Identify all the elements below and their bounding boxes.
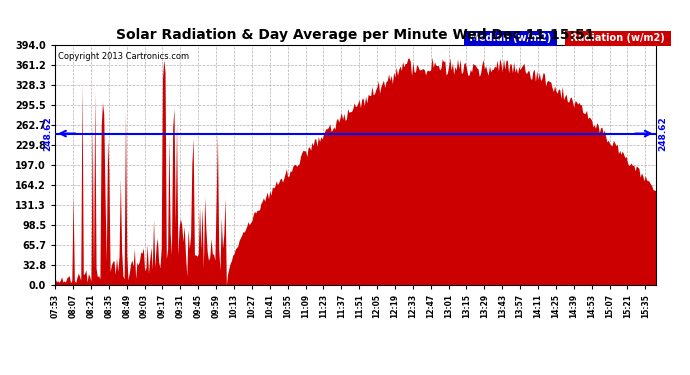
Text: Copyright 2013 Cartronics.com: Copyright 2013 Cartronics.com <box>58 52 189 61</box>
Text: Radiation (w/m2): Radiation (w/m2) <box>567 33 669 43</box>
Title: Solar Radiation & Day Average per Minute Wed Dec 11 15:51: Solar Radiation & Day Average per Minute… <box>116 28 595 42</box>
Text: 248.62: 248.62 <box>658 116 667 151</box>
Text: 248.62: 248.62 <box>43 116 52 151</box>
Text: Median (w/m2): Median (w/m2) <box>466 33 555 43</box>
